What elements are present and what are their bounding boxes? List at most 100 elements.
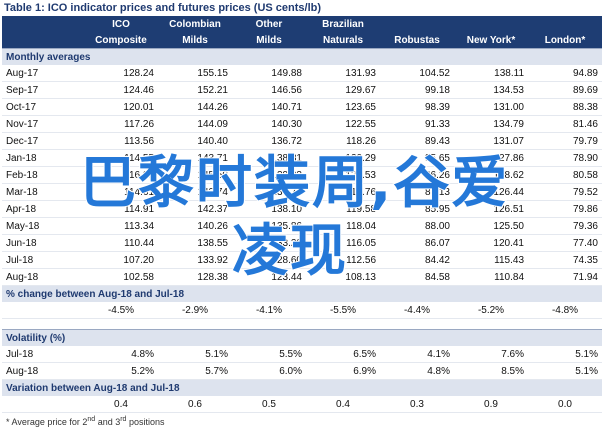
value-cell: 155.15 <box>158 65 232 82</box>
value-cell: 119.58 <box>306 200 380 218</box>
section-heading: Monthly averages <box>2 48 602 65</box>
column-header <box>454 16 528 32</box>
data-row: Sep-17 124.46 152.21 146.56 129.67 99.18 134.5… <box>2 81 602 99</box>
data-row: Aug-18 5.2% 5.7% 6.0% 6.9% 4.8% 8.5% 5.1% <box>2 362 602 380</box>
data-row: -4.5% -2.9% -4.1% -5.5% -4.4% -5.2% -4.8% <box>2 302 602 319</box>
value-cell: 78.90 <box>528 149 602 167</box>
value-cell: 84.42 <box>380 251 454 269</box>
value-cell: 114.61 <box>84 183 158 201</box>
value-cell: 0.0 <box>528 396 602 413</box>
value-cell: 123.65 <box>306 98 380 116</box>
value-cell: 0.6 <box>158 396 232 413</box>
footnote-row: * Average price for 2nd and 3rd position… <box>2 413 602 430</box>
value-cell: 81.46 <box>528 115 602 133</box>
row-label: Sep-17 <box>2 81 84 99</box>
value-cell: 128.62 <box>454 166 528 184</box>
value-cell: 112.56 <box>306 251 380 269</box>
value-cell: 98.39 <box>380 98 454 116</box>
row-label: Feb-18 <box>2 166 84 184</box>
value-cell: -4.4% <box>380 302 454 319</box>
value-cell: 85.95 <box>380 200 454 218</box>
row-label: Jun-18 <box>2 234 84 252</box>
value-cell: -4.1% <box>232 302 306 319</box>
value-cell: 88.38 <box>528 98 602 116</box>
data-row: Dec-17 113.56 140.40 136.72 118.26 89.43 131.0… <box>2 132 602 150</box>
value-cell: 0.4 <box>306 396 380 413</box>
value-cell: 117.26 <box>84 115 158 133</box>
header-row: ICO Colombian Other Brazilian <box>2 16 602 32</box>
data-row: Jun-18 110.44 138.55 133.20 116.05 86.07 120.4… <box>2 234 602 252</box>
value-cell: 5.1% <box>528 346 602 363</box>
value-cell: 4.8% <box>84 346 158 363</box>
value-cell: 113.34 <box>84 217 158 235</box>
spacer <box>2 319 602 330</box>
value-cell: 133.92 <box>158 251 232 269</box>
value-cell: 88.00 <box>380 217 454 235</box>
row-label: Aug-18 <box>2 268 84 286</box>
value-cell: 140.71 <box>232 98 306 116</box>
value-cell: 126.51 <box>454 200 528 218</box>
title-row: Table 1: ICO indicator prices and future… <box>2 0 602 16</box>
value-cell: 135.86 <box>232 217 306 235</box>
value-cell: 0.3 <box>380 396 454 413</box>
value-cell: 142.37 <box>158 200 232 218</box>
value-cell: 79.36 <box>528 217 602 235</box>
value-cell: 122.55 <box>306 115 380 133</box>
value-cell: 91.33 <box>380 115 454 133</box>
value-cell: 114.55 <box>84 149 158 167</box>
section-row: Monthly averages <box>2 48 602 65</box>
row-label: Oct-17 <box>2 98 84 116</box>
row-label: Aug-17 <box>2 65 84 82</box>
header-cell <box>2 16 84 32</box>
value-cell: 120.41 <box>454 234 528 252</box>
value-cell: 140.40 <box>158 132 232 150</box>
value-cell: 104.52 <box>380 65 454 82</box>
value-cell: 128.24 <box>84 65 158 82</box>
overlay-text: 巴黎时装周,谷爱 <box>79 150 510 217</box>
value-cell: 120.29 <box>306 149 380 167</box>
value-cell: 6.0% <box>232 362 306 380</box>
value-cell: 124.46 <box>84 81 158 99</box>
value-cell: 128.38 <box>158 268 232 286</box>
value-cell: 84.58 <box>380 268 454 286</box>
value-cell: 143.71 <box>158 149 232 167</box>
value-cell: 86.26 <box>380 166 454 184</box>
value-cell: 152.21 <box>158 81 232 99</box>
data-row: Jan-18 114.55 143.71 138.81 120.29 85.65 127.8… <box>2 149 602 167</box>
row-label: Jul-18 <box>2 346 84 363</box>
section-row: Variation between Aug-18 and Jul-18 <box>2 379 602 396</box>
column-header: Composite <box>84 32 158 49</box>
column-header <box>380 16 454 32</box>
column-header <box>528 16 602 32</box>
column-header: ICO <box>84 16 158 32</box>
data-row: 0.4 0.6 0.5 0.4 0.3 0.9 0.0 <box>2 396 602 413</box>
value-cell: 140.30 <box>232 115 306 133</box>
data-row: Apr-18 114.91 142.37 138.10 119.58 85.95 126.5… <box>2 200 602 218</box>
value-cell: 6.9% <box>306 362 380 380</box>
value-cell: 142.74 <box>158 183 232 201</box>
value-cell: 137.79 <box>232 183 306 201</box>
data-row: Oct-17 120.01 144.26 140.71 123.65 98.39 131.0… <box>2 98 602 116</box>
column-header: London* <box>528 32 602 49</box>
value-cell: 4.1% <box>380 346 454 363</box>
row-label <box>2 302 84 319</box>
column-header: Milds <box>158 32 232 49</box>
footnote-part: and 3 <box>95 416 121 427</box>
spacer-row <box>2 319 602 330</box>
footnote-part: positions <box>126 416 165 427</box>
value-cell: 144.09 <box>158 115 232 133</box>
row-label: Apr-18 <box>2 200 84 218</box>
value-cell: 108.13 <box>306 268 380 286</box>
value-cell: 0.9 <box>454 396 528 413</box>
overlay-text: 凌现 <box>231 218 348 285</box>
value-cell: 138.10 <box>232 200 306 218</box>
value-cell: 107.20 <box>84 251 158 269</box>
value-cell: 0.5 <box>232 396 306 413</box>
column-header: Other <box>232 16 306 32</box>
value-cell: 138.55 <box>158 234 232 252</box>
value-cell: -5.2% <box>454 302 528 319</box>
column-header: Milds <box>232 32 306 49</box>
value-cell: 86.13 <box>380 183 454 201</box>
value-cell: 139.93 <box>232 166 306 184</box>
section-heading: Volatility (%) <box>2 329 602 346</box>
